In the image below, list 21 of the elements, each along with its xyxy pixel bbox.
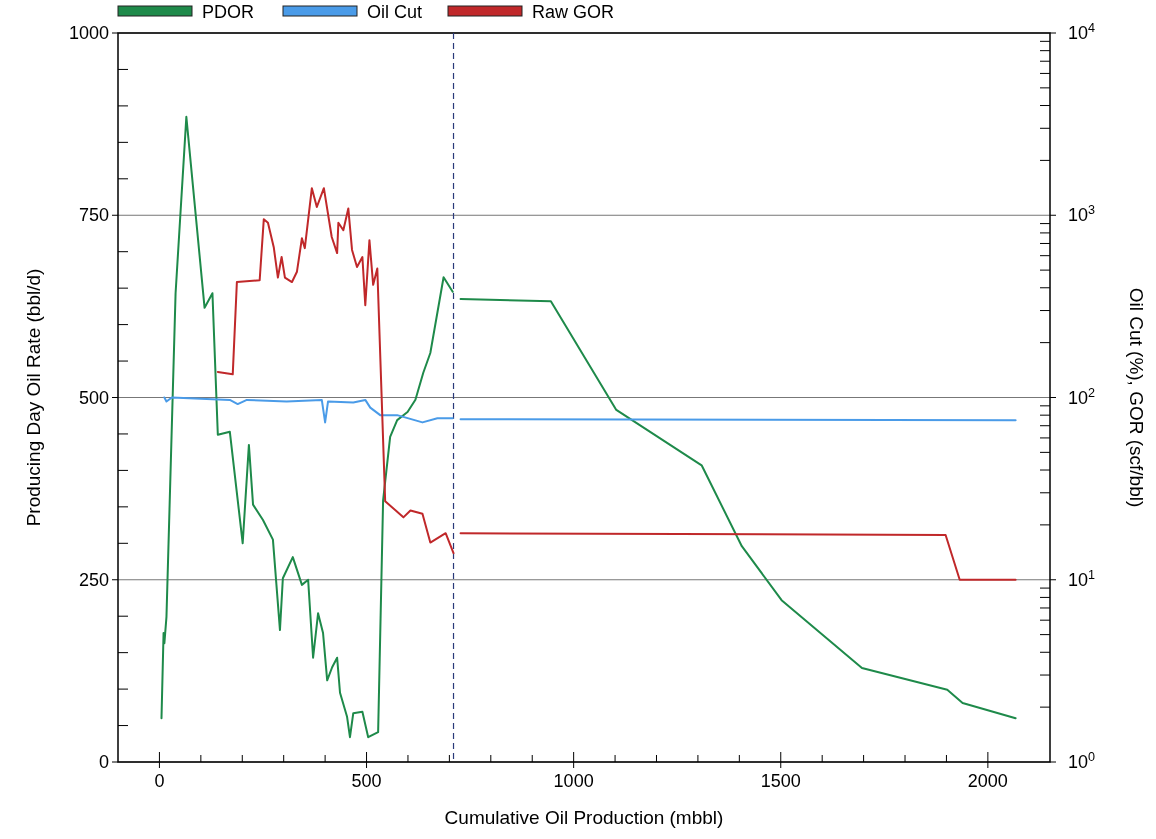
x-tick-label: 0 <box>154 771 165 791</box>
x-tick-label: 1500 <box>760 771 801 791</box>
legend-label: Oil Cut <box>367 2 423 22</box>
y-tick-label: 0 <box>98 752 109 772</box>
y-axis-title: Producing Day Oil Rate (bbl/d) <box>23 268 44 527</box>
x-tick-label: 2000 <box>967 771 1008 791</box>
x-tick-label: 500 <box>351 771 382 791</box>
x-tick-label: 1000 <box>553 771 594 791</box>
y2-tick-label: 10$^{0}$ <box>1068 750 1096 772</box>
x-axis-title: Cumulative Oil Production (mbbl) <box>444 807 724 828</box>
y-tick-label: 1000 <box>68 23 109 43</box>
legend-label: Raw GOR <box>532 2 615 22</box>
y2-tick-label: 10$^{4}$ <box>1068 21 1096 43</box>
y-tick-label: 250 <box>78 569 109 590</box>
legend-label: PDOR <box>202 2 255 22</box>
y2-tick-label: 10$^{3}$ <box>1068 203 1096 226</box>
y2-tick-label: 10$^{1}$ <box>1068 567 1096 590</box>
y-tick-label: 750 <box>78 205 109 226</box>
y2-tick-label: 10$^{2}$ <box>1068 385 1096 408</box>
y-tick-label: 500 <box>78 387 109 408</box>
y2-axis-title: Oil Cut (%), GOR (scf/bbl) <box>1126 287 1147 508</box>
